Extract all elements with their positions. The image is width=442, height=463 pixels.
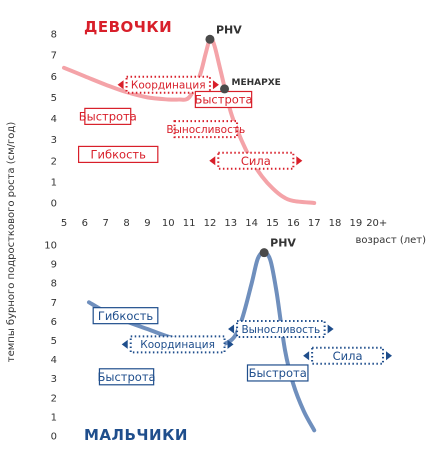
girls-y-tick-label: 0 <box>51 199 57 210</box>
x-tick-label: 18 <box>329 218 342 229</box>
girls-panel: 0 1 2 3 4 5 6 7 8 ДЕВОЧКИ Координация Быстрота Быстр… <box>51 18 317 210</box>
girls-y-tick-label: 7 <box>51 51 57 62</box>
girls-annotation-box: Выносливость <box>166 120 245 139</box>
girls-y-tick-label: 5 <box>51 93 57 104</box>
x-tick-label: 6 <box>82 218 88 229</box>
boys-y-tick-label: 4 <box>51 355 57 366</box>
girls-y-tick-label: 6 <box>51 72 57 83</box>
x-tick-label: 7 <box>103 218 109 229</box>
y-axis-label: темпы бурного подросткового роста (см/го… <box>6 122 17 363</box>
boys-y-tick-label: 0 <box>51 432 57 443</box>
girls-y-tick-label: 4 <box>51 114 57 125</box>
girls-annotation-frame <box>77 145 159 164</box>
boys-annotation-label: Координация <box>140 339 215 351</box>
girls-annotation-frame <box>173 120 239 139</box>
girls-y-tick-label: 1 <box>51 177 57 188</box>
boys-annotation-frame <box>311 346 385 365</box>
boys-y-tick-label: 2 <box>51 393 57 404</box>
girls-annotation-box: Быстрота <box>79 107 137 125</box>
arrow-left-icon <box>121 339 128 349</box>
x-tick-label: 10 <box>162 218 175 229</box>
girls-annotation-label: Выносливость <box>166 124 245 136</box>
boys-marker-point <box>259 248 269 258</box>
girls-y-tick-label: 3 <box>51 135 57 146</box>
boys-y-tick-label: 6 <box>51 317 57 328</box>
girls-annotation-box: Гибкость <box>77 145 159 164</box>
x-axis-ticks: 5 6 7 8 9 10 11 12 13 14 15 16 17 18 19 20+ <box>61 218 387 229</box>
girls-annotation-box: Быстрота <box>194 90 253 109</box>
girls-marker-label: PHV <box>216 23 242 36</box>
boys-annotation-frame <box>92 307 159 325</box>
girls-annotation-frame <box>84 107 132 125</box>
girls-annotation-box: Сила <box>209 151 303 170</box>
boys-annotation-box: Быстрота <box>246 364 309 382</box>
girls-annotation-label: Сила <box>241 154 271 168</box>
girls-annotation-box: Координация <box>117 75 219 94</box>
boys-annotation-frame <box>98 368 155 386</box>
arrow-right-icon <box>327 324 334 334</box>
arrow-left-icon <box>228 324 235 334</box>
boys-panel-title: МАЛЬЧИКИ <box>84 426 188 444</box>
x-tick-label: 5 <box>61 218 67 229</box>
arrow-left-icon <box>117 80 124 90</box>
x-tick-label: 9 <box>144 218 150 229</box>
girls-y-tick-label: 2 <box>51 156 57 167</box>
arrow-right-icon <box>296 156 303 166</box>
boys-marker-label: PHV <box>270 237 296 250</box>
boys-y-tick-label: 3 <box>51 374 57 385</box>
boys-annotation-box: Быстрота <box>98 368 156 386</box>
girls-annotation-label: Гибкость <box>91 148 147 162</box>
boys-annotation-label: Сила <box>333 349 363 363</box>
boys-annotation-frame <box>236 320 326 339</box>
arrow-right-icon <box>227 339 234 349</box>
girls-marker-point <box>205 34 215 44</box>
x-tick-label: 12 <box>204 218 217 229</box>
boys-y-tick-label: 9 <box>51 260 57 271</box>
girls-y-tick-label: 8 <box>51 30 57 41</box>
girls-annotation-frame <box>217 151 295 170</box>
boys-y-tick-label: 10 <box>44 241 57 252</box>
boys-annotation-box: Сила <box>303 346 393 365</box>
boys-y-tick-label: 8 <box>51 279 57 290</box>
arrow-right-icon <box>386 351 393 361</box>
boys-annotation-box: Гибкость <box>92 307 159 325</box>
x-tick-label: 15 <box>266 218 279 229</box>
boys-panel: 0 1 2 3 4 5 6 7 8 9 10 МАЛЬЧИКИ Гибкость Выносливость… <box>44 237 393 444</box>
girls-annotation-label: Координация <box>131 79 206 91</box>
arrow-left-icon <box>209 156 216 166</box>
x-tick-label: 8 <box>123 218 129 229</box>
x-tick-label: 16 <box>287 218 300 229</box>
x-tick-label: 17 <box>308 218 321 229</box>
boys-annotation-label: Выносливость <box>241 324 320 336</box>
boys-y-tick-label: 5 <box>51 336 57 347</box>
x-tick-label: 14 <box>245 218 258 229</box>
arrow-right-icon <box>212 80 219 90</box>
boys-annotation-label: Быстрота <box>98 370 156 384</box>
x-tick-label: 20+ <box>366 218 387 229</box>
boys-y-tick-label: 1 <box>51 412 57 423</box>
arrow-left-icon <box>303 351 310 361</box>
girls-panel-title: ДЕВОЧКИ <box>84 18 172 36</box>
boys-annotation-label: Быстрота <box>249 366 307 380</box>
boys-annotation-frame <box>246 364 309 382</box>
boys-annotation-label: Гибкость <box>98 309 154 323</box>
boys-annotation-frame <box>129 335 226 354</box>
x-tick-label: 19 <box>350 218 363 229</box>
boys-growth-curve <box>87 250 317 433</box>
x-tick-label: 11 <box>183 218 196 229</box>
girls-annotation-frame <box>125 75 211 94</box>
girls-marker-label: МЕНАРХЕ <box>232 78 281 88</box>
boys-annotation-box: Координация <box>121 335 234 354</box>
girls-marker-point <box>220 84 230 94</box>
x-tick-label: 13 <box>224 218 237 229</box>
x-axis-label: возраст (лет) <box>356 235 427 246</box>
girls-annotation-label: Быстрота <box>79 110 137 124</box>
boys-annotation-box: Выносливость <box>228 320 334 339</box>
boys-y-tick-label: 7 <box>51 298 57 309</box>
girls-annotation-label: Быстрота <box>194 93 252 107</box>
